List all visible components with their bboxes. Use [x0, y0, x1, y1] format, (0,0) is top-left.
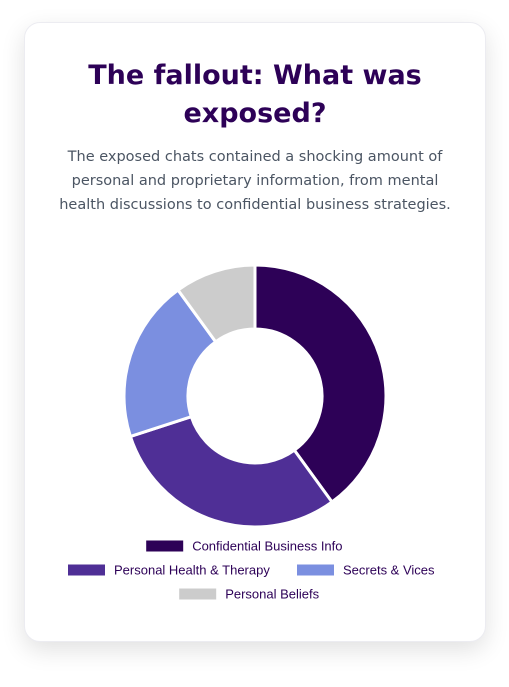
- legend-swatch: [68, 564, 105, 576]
- legend-item[interactable]: Secrets & Vices: [297, 563, 435, 578]
- donut-slice[interactable]: [128, 414, 335, 529]
- exposure-card: The fallout: What was exposed? The expos…: [24, 22, 486, 642]
- donut-slice[interactable]: [175, 263, 257, 344]
- legend-label: Secrets & Vices: [343, 563, 435, 578]
- legend-item[interactable]: Confidential Business Info: [146, 539, 343, 554]
- legend-swatch: [297, 564, 334, 576]
- donut-slice[interactable]: [253, 263, 388, 505]
- legend-swatch: [179, 588, 217, 600]
- legend-swatch: [146, 540, 184, 552]
- donut-slices: [122, 263, 388, 529]
- legend-item[interactable]: Personal Beliefs: [179, 587, 320, 602]
- card-title: The fallout: What was exposed?: [88, 60, 422, 129]
- legend-label: Personal Health & Therapy: [114, 563, 270, 578]
- card-description: The exposed chats contained a shocking a…: [59, 149, 451, 213]
- legend-label: Confidential Business Info: [192, 539, 342, 554]
- donut-slice[interactable]: [122, 287, 218, 439]
- chart-legend: Confidential Business Info Personal Healt…: [68, 539, 435, 602]
- legend-label: Personal Beliefs: [225, 587, 319, 602]
- legend-item[interactable]: Personal Health & Therapy: [68, 563, 270, 578]
